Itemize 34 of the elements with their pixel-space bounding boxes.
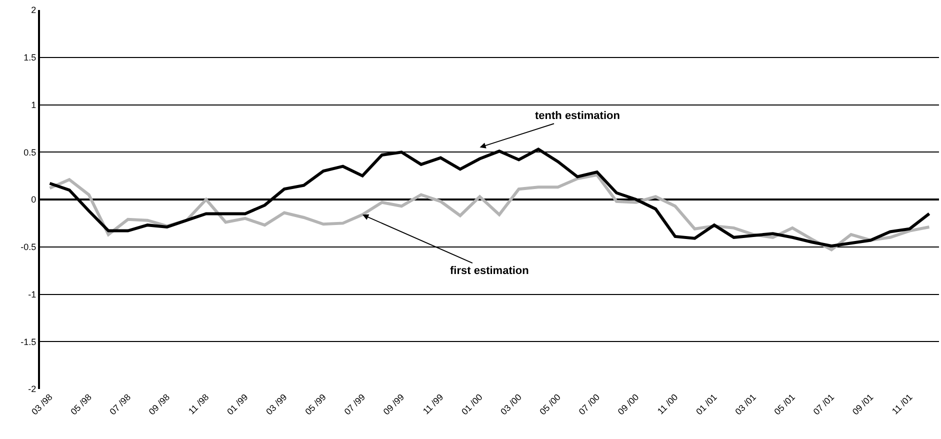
x-tick-label: 03 /00 xyxy=(498,392,524,417)
x-tick-label: 09 /99 xyxy=(381,392,406,417)
x-tick-label: 05 /00 xyxy=(538,392,562,417)
annotation: first estimation xyxy=(450,265,530,277)
y-tick-label: 1 xyxy=(31,100,36,110)
x-tick-label: 07 /00 xyxy=(576,392,602,417)
y-tick-label: -2 xyxy=(28,384,36,394)
x-tick-label: 03 /98 xyxy=(30,392,54,417)
x-tick-label: 05 /01 xyxy=(772,392,798,417)
x-tick-label: 01 /00 xyxy=(460,392,484,417)
x-tick-label: 11 /99 xyxy=(420,392,446,416)
x-tick-label: 01 /01 xyxy=(694,392,719,417)
x-tick-label: 11 /00 xyxy=(655,392,680,416)
x-tick-label: 11 /01 xyxy=(890,392,914,416)
y-tick-label: 2 xyxy=(31,5,36,16)
x-tick-label: 03 /01 xyxy=(733,392,758,417)
annotation: tenth estimation xyxy=(535,110,620,122)
y-tick-label: -0.5 xyxy=(20,242,36,252)
x-tick-label: 05 /99 xyxy=(303,392,328,417)
x-tick-label: 09 /98 xyxy=(146,392,172,417)
y-tick-label: 1.5 xyxy=(24,52,36,63)
x-tick-label: 09 /01 xyxy=(850,392,876,417)
x-tick-label: 07 /01 xyxy=(811,392,836,417)
x-tick-label: 07 /99 xyxy=(342,392,368,417)
y-tick-label: 0.5 xyxy=(24,147,36,158)
x-tick-label: 11 /98 xyxy=(186,392,211,416)
x-tick-label: 01 /99 xyxy=(225,392,250,417)
x-tick-label: 09 /00 xyxy=(616,392,641,417)
x-tick-label: 07 /98 xyxy=(108,392,133,417)
x-tick-label: 03 /99 xyxy=(264,392,289,417)
y-tick-label: -1.5 xyxy=(20,336,36,347)
x-tick-label: 05 /98 xyxy=(68,392,94,417)
y-tick-label: -1 xyxy=(28,289,36,300)
y-tick-label: 0 xyxy=(31,194,36,205)
